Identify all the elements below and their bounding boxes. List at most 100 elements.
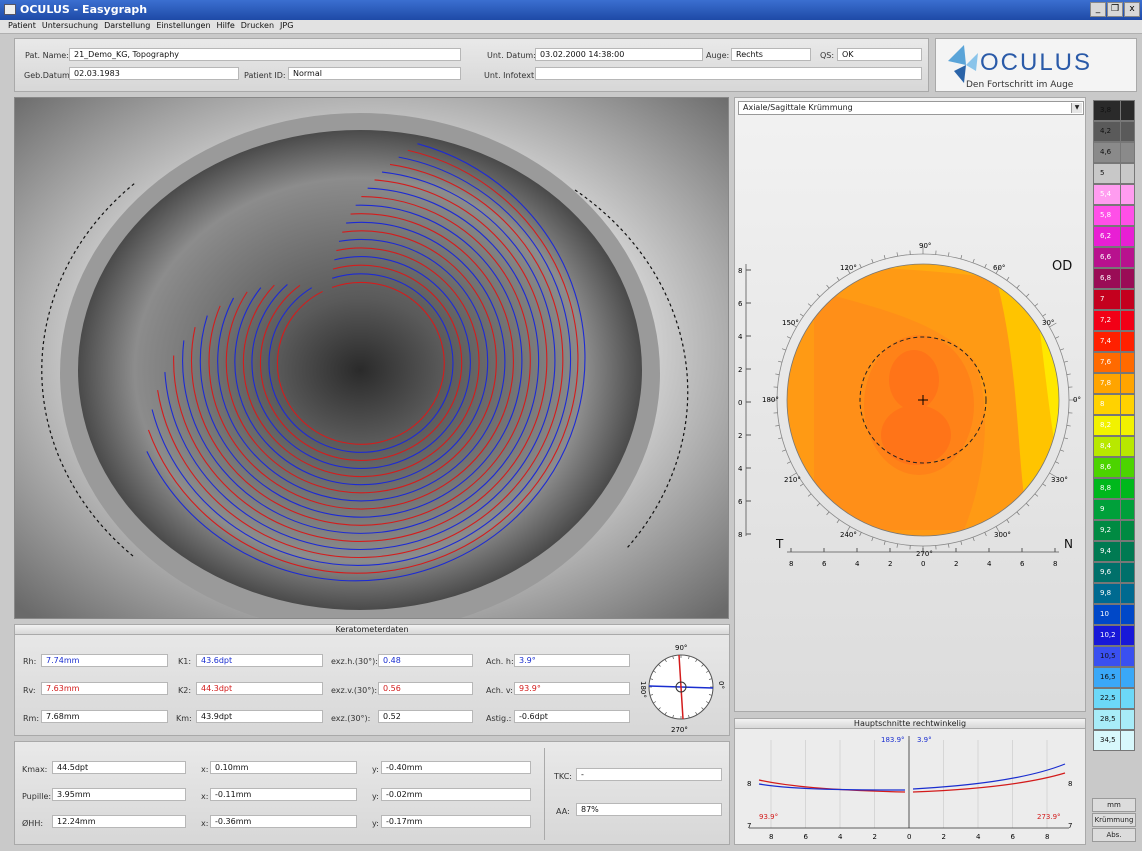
eye-field[interactable]: Rechts xyxy=(731,48,811,61)
color-scale-row: 7,4 xyxy=(1093,331,1135,352)
patient-id-field[interactable]: Normal xyxy=(288,67,461,80)
menu-patient[interactable]: Patient xyxy=(8,21,36,30)
color-scale-swatch xyxy=(1121,268,1135,289)
maximize-button[interactable]: ❒ xyxy=(1107,2,1123,17)
menu-jpg[interactable]: JPG xyxy=(280,21,294,30)
exam-info-field[interactable] xyxy=(535,67,922,80)
km-label: Km: xyxy=(176,714,192,723)
color-scale-swatch xyxy=(1121,226,1135,247)
menu-einstellungen[interactable]: Einstellungen xyxy=(156,21,211,30)
menu-hilfe[interactable]: Hilfe xyxy=(216,21,235,30)
angle-90-label: 90° xyxy=(919,242,931,250)
polar-tick xyxy=(799,313,804,317)
color-scale-label: 10,2 xyxy=(1093,625,1121,646)
color-scale-label: 28,5 xyxy=(1093,709,1121,730)
map-x-tick-label: 6 xyxy=(822,560,827,568)
brand-tagline: Den Fortschritt im Auge xyxy=(966,80,1074,90)
color-scale-row: 6,2 xyxy=(1093,226,1135,247)
polar-tick xyxy=(1049,472,1057,478)
exam-date-field[interactable]: 03.02.2000 14:38:00 xyxy=(535,48,703,61)
profile-angle-273: 273.9° xyxy=(1037,813,1061,821)
placido-ring xyxy=(199,204,523,518)
dob-label: Geb.Datum: xyxy=(24,71,73,80)
polar-tick xyxy=(836,519,840,524)
polar-tick xyxy=(883,255,886,260)
chevron-down-icon[interactable]: ▼ xyxy=(1071,103,1082,113)
dial-0-label: 0° xyxy=(717,681,725,689)
kmax-value: 44.5dpt xyxy=(52,761,186,774)
menu-drucken[interactable]: Drucken xyxy=(240,21,275,30)
close-button[interactable]: x xyxy=(1124,2,1140,17)
patient-name-field[interactable]: 21_Demo_KG, Topography xyxy=(69,48,461,61)
pupil-x-value: -0.11mm xyxy=(210,788,357,801)
color-scale-label: 9 xyxy=(1093,499,1121,520)
menu-darstellung[interactable]: Darstellung xyxy=(104,21,151,30)
polar-tick xyxy=(1025,293,1030,298)
polar-tick xyxy=(1042,313,1047,317)
polar-tick xyxy=(781,348,786,351)
polar-tick xyxy=(807,303,812,307)
color-scale: 3,8 4,2 4,6 5 5,4 5,8 6,2 6,6 6,8 7 7,2 7,4 7,6 7,8 8 8… xyxy=(1093,100,1135,770)
polar-tick xyxy=(816,502,821,507)
polar-tick xyxy=(1066,425,1071,427)
minimize-button[interactable]: _ xyxy=(1090,2,1106,17)
polar-tick xyxy=(786,336,791,339)
color-scale-row: 8,6 xyxy=(1093,457,1135,478)
color-scale-label: 6,8 xyxy=(1093,268,1121,289)
polar-tick xyxy=(807,493,812,497)
profile-angle-93: 93.9° xyxy=(759,813,778,821)
map-x-tick-label: 6 xyxy=(1020,560,1025,568)
placido-ring xyxy=(225,230,497,494)
unit-mm-button[interactable]: mm xyxy=(1092,798,1136,812)
polar-tick xyxy=(1034,493,1039,497)
color-scale-swatch xyxy=(1121,184,1135,205)
polar-tick xyxy=(960,540,963,545)
map-x-tick-label: 0 xyxy=(921,560,925,568)
kmax-x-label: x: xyxy=(201,765,209,774)
color-scale-label: 7,2 xyxy=(1093,310,1121,331)
profile-x-tick-label: 0 xyxy=(907,833,911,841)
menu-untersuchung[interactable]: Untersuchung xyxy=(41,21,99,30)
dob-field[interactable]: 02.03.1983 xyxy=(69,67,239,80)
polar-tick xyxy=(1042,483,1047,487)
color-scale-swatch xyxy=(1121,625,1135,646)
pupil-y-label: y: xyxy=(372,792,379,801)
rv-label: Rv: xyxy=(23,686,36,695)
temporal-label: T xyxy=(775,537,784,551)
curvature-button[interactable]: Krümmung xyxy=(1092,813,1136,827)
color-scale-row: 34,5 xyxy=(1093,730,1135,751)
dial-tick xyxy=(701,707,704,710)
pupil-y-value: -0.02mm xyxy=(381,788,531,801)
dial-tick xyxy=(672,714,674,719)
rh-value: 7.74mm xyxy=(41,654,168,667)
color-scale-row: 7 xyxy=(1093,289,1135,310)
polar-tick xyxy=(1063,437,1068,440)
color-scale-label: 5 xyxy=(1093,163,1121,184)
dial-tick xyxy=(664,711,667,715)
app-icon xyxy=(4,4,16,15)
dial-tick xyxy=(708,694,713,696)
polar-tick xyxy=(845,266,851,274)
map-type-value: Axiale/Sagittale Krümmung xyxy=(743,103,853,112)
patient-id-label: Patient ID: xyxy=(244,71,286,80)
dial-180-label: 180° xyxy=(639,681,647,698)
title-bar: OCULUS - Easygraph _ ❒ x xyxy=(0,0,1142,20)
dial-tick xyxy=(695,659,698,663)
qs-field[interactable]: OK xyxy=(837,48,922,61)
absolute-scale-button[interactable]: Abs. xyxy=(1092,828,1136,842)
dial-tick xyxy=(649,694,654,696)
dial-tick xyxy=(649,678,654,680)
map-y-tick-label: 4 xyxy=(738,333,743,341)
angle-0-label: 0° xyxy=(1073,396,1081,404)
color-scale-swatch xyxy=(1121,709,1135,730)
color-scale-swatch xyxy=(1121,604,1135,625)
map-y-tick-label: 8 xyxy=(738,267,742,275)
color-scale-swatch xyxy=(1121,331,1135,352)
color-scale-row: 4,6 xyxy=(1093,142,1135,163)
color-scale-swatch xyxy=(1121,583,1135,604)
dial-tick xyxy=(658,664,661,667)
map-type-dropdown[interactable]: Axiale/Sagittale Krümmung ▼ xyxy=(738,101,1084,115)
profile-x-tick-label: 8 xyxy=(769,833,773,841)
color-scale-row: 5,8 xyxy=(1093,205,1135,226)
kmax-y-value: -0.40mm xyxy=(381,761,531,774)
